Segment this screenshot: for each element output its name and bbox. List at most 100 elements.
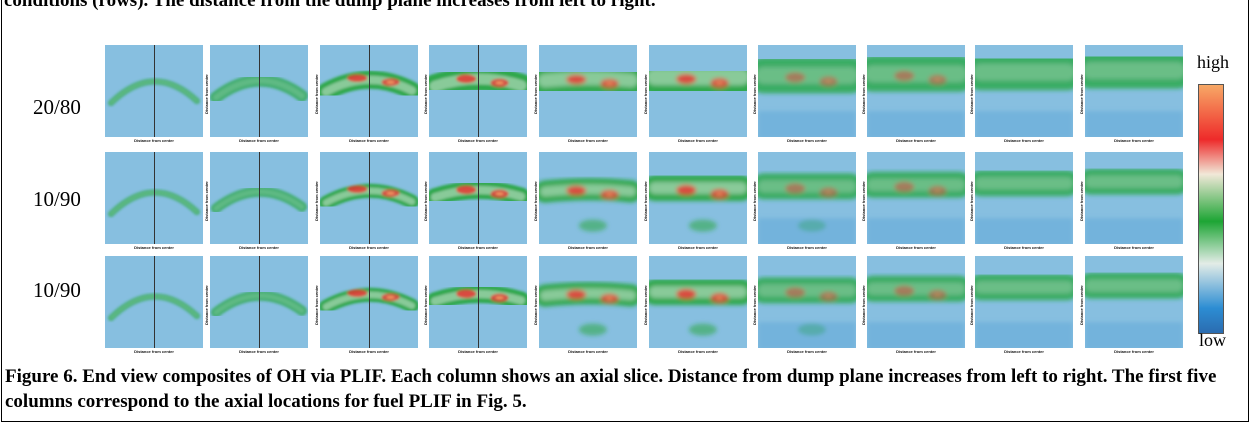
panel-x-axis-label: Distance from center xyxy=(568,138,608,143)
plif-panel: Distance from center Distance from center xyxy=(969,45,1073,143)
panel-y-axis-label: Distance from center xyxy=(643,285,648,325)
panel-x-axis-label: Distance from center xyxy=(458,245,498,250)
plif-image xyxy=(975,256,1073,348)
plif-panel: Distance from center Distance from center xyxy=(1079,256,1183,354)
figure-caption: Figure 6. End view composites of OH via … xyxy=(5,366,1217,412)
row-label-1: 20/80 xyxy=(33,95,81,119)
plif-image xyxy=(758,152,856,244)
panel-x-axis-label: Distance from center xyxy=(239,245,279,250)
center-line xyxy=(478,45,479,137)
plif-panel: Distance from center Distance from center xyxy=(861,152,965,250)
plif-panel: Distance from center Distance from center xyxy=(533,256,637,354)
plif-image xyxy=(649,45,747,137)
panel-x-axis-label: Distance from center xyxy=(678,138,718,143)
panel-x-axis-label: Distance from center xyxy=(896,138,936,143)
plif-panel: Distance from center Distance from center xyxy=(752,152,856,250)
plif-image xyxy=(539,45,637,137)
panel-y-axis-label: Distance from center xyxy=(314,285,319,325)
plif-image xyxy=(649,152,747,244)
panel-x-axis-label: Distance from center xyxy=(134,138,174,143)
plif-panel: Distance from center Distance from center xyxy=(314,152,418,250)
panel-x-axis-label: Distance from center xyxy=(896,245,936,250)
center-line xyxy=(478,152,479,244)
panel-x-axis-label: Distance from center xyxy=(349,138,389,143)
plif-panel: Distance from center xyxy=(105,152,203,250)
panel-y-axis-label: Distance from center xyxy=(204,285,209,325)
panel-x-axis-label: Distance from center xyxy=(1004,349,1044,354)
center-line xyxy=(259,152,260,244)
panel-y-axis-label: Distance from center xyxy=(423,181,428,221)
plif-panel: Distance from center Distance from center xyxy=(204,152,308,250)
panel-y-axis-label: Distance from center xyxy=(861,74,866,114)
plif-panel: Distance from center Distance from center xyxy=(1079,45,1183,143)
plif-image xyxy=(1085,45,1183,137)
panel-y-axis-label: Distance from center xyxy=(314,181,319,221)
center-line xyxy=(154,256,155,348)
plif-panel: Distance from center Distance from center xyxy=(969,256,1073,354)
panel-x-axis-label: Distance from center xyxy=(678,245,718,250)
plif-image xyxy=(758,256,856,348)
panel-y-axis-label: Distance from center xyxy=(1079,74,1084,114)
panel-y-axis-label: Distance from center xyxy=(533,181,538,221)
plif-panel: Distance from center Distance from center xyxy=(423,256,527,354)
plif-image xyxy=(867,256,965,348)
panel-y-axis-label: Distance from center xyxy=(752,74,757,114)
plif-panel: Distance from center Distance from center xyxy=(423,45,527,143)
panel-x-axis-label: Distance from center xyxy=(239,349,279,354)
center-line xyxy=(259,256,260,348)
panel-y-axis-label: Distance from center xyxy=(969,74,974,114)
panel-y-axis-label: Distance from center xyxy=(969,285,974,325)
center-line xyxy=(369,45,370,137)
plif-panel: Distance from center Distance from center xyxy=(969,152,1073,250)
colorbar xyxy=(1198,84,1224,334)
panel-y-axis-label: Distance from center xyxy=(861,181,866,221)
row-label-2: 10/90 xyxy=(33,187,81,211)
panel-x-axis-label: Distance from center xyxy=(787,245,827,250)
plif-image xyxy=(867,45,965,137)
colorbar-low-label: low xyxy=(1199,330,1226,350)
panel-y-axis-label: Distance from center xyxy=(969,181,974,221)
center-line xyxy=(369,152,370,244)
panel-y-axis-label: Distance from center xyxy=(643,74,648,114)
panel-x-axis-label: Distance from center xyxy=(1114,138,1154,143)
center-line xyxy=(369,256,370,348)
panel-y-axis-label: Distance from center xyxy=(1079,285,1084,325)
panel-y-axis-label: Distance from center xyxy=(533,74,538,114)
panel-x-axis-label: Distance from center xyxy=(678,349,718,354)
panel-x-axis-label: Distance from center xyxy=(458,349,498,354)
panel-x-axis-label: Distance from center xyxy=(239,138,279,143)
panel-y-axis-label: Distance from center xyxy=(752,181,757,221)
plif-panel: Distance from center Distance from center xyxy=(533,45,637,143)
panel-y-axis-label: Distance from center xyxy=(204,74,209,114)
plif-image xyxy=(1085,256,1183,348)
panel-x-axis-label: Distance from center xyxy=(1114,245,1154,250)
plif-panel: Distance from center Distance from center xyxy=(1079,152,1183,250)
plif-panel: Distance from center xyxy=(105,256,203,354)
panel-y-axis-label: Distance from center xyxy=(861,285,866,325)
plif-image xyxy=(539,256,637,348)
panel-x-axis-label: Distance from center xyxy=(349,245,389,250)
panel-x-axis-label: Distance from center xyxy=(787,349,827,354)
center-line xyxy=(478,256,479,348)
plif-panel: Distance from center xyxy=(105,45,203,143)
plif-image xyxy=(539,152,637,244)
panel-y-axis-label: Distance from center xyxy=(423,74,428,114)
plif-image xyxy=(649,256,747,348)
panel-y-axis-label: Distance from center xyxy=(1079,181,1084,221)
panel-y-axis-label: Distance from center xyxy=(423,285,428,325)
plif-panel: Distance from center Distance from center xyxy=(314,45,418,143)
panel-x-axis-label: Distance from center xyxy=(349,349,389,354)
plif-panel: Distance from center Distance from center xyxy=(861,256,965,354)
panel-y-axis-label: Distance from center xyxy=(314,74,319,114)
plif-panel: Distance from center Distance from center xyxy=(861,45,965,143)
plif-panel: Distance from center Distance from center xyxy=(752,45,856,143)
panel-x-axis-label: Distance from center xyxy=(1114,349,1154,354)
panel-y-axis-label: Distance from center xyxy=(533,285,538,325)
plif-image xyxy=(758,45,856,137)
panel-x-axis-label: Distance from center xyxy=(1004,138,1044,143)
panel-x-axis-label: Distance from center xyxy=(787,138,827,143)
plif-panel: Distance from center Distance from center xyxy=(643,45,747,143)
plif-panel: Distance from center Distance from center xyxy=(423,152,527,250)
plif-panel: Distance from center Distance from center xyxy=(643,152,747,250)
